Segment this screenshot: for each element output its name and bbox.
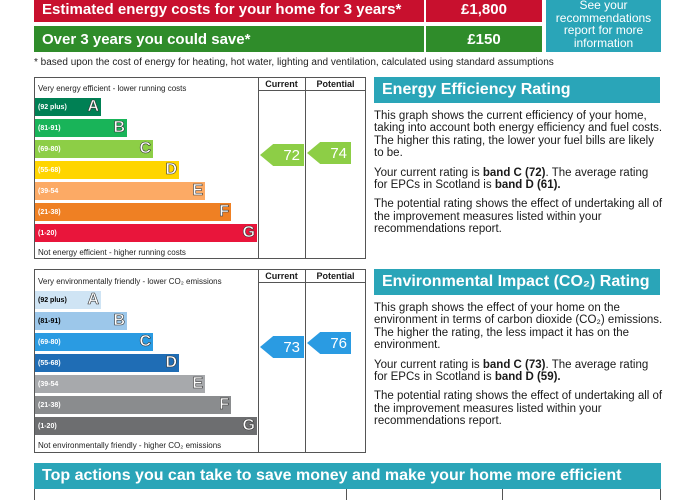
energy-band-f: (21-38) F	[35, 203, 231, 221]
energy-panel-paragraph: This graph shows the current efficiency …	[374, 110, 663, 160]
energy-panel-body: This graph shows the current efficiency …	[374, 110, 664, 236]
energy-band-e: (39-54 E	[35, 182, 205, 200]
cost-footnote: * based upon the cost of energy for heat…	[34, 57, 554, 68]
info-line: information	[573, 35, 634, 50]
env-panel-paragraph: Your current rating is band C (73). The …	[374, 358, 649, 384]
env-panel-title: Environmental Impact (CO₂) Rating	[374, 269, 660, 295]
band-letter: D	[165, 161, 177, 179]
estimated-costs-label: Estimated energy costs for your home for…	[34, 0, 424, 22]
band-letter: F	[219, 396, 229, 414]
band-letter: A	[87, 291, 99, 309]
band-range: (39-54	[38, 187, 59, 195]
env-current-rating-arrow: 73	[260, 336, 304, 358]
band-letter: B	[113, 119, 125, 137]
energy-panel-paragraph: The potential rating shows the effect of…	[374, 198, 663, 236]
band-letter: G	[242, 417, 255, 435]
band-range: (21-38)	[38, 208, 61, 216]
band-range: (1-20)	[38, 229, 57, 237]
energy-top-caption: Very energy efficient - lower running co…	[38, 84, 187, 93]
band-letter: E	[192, 375, 203, 393]
energy-panel-title: Energy Efficiency Rating	[374, 77, 660, 103]
band-letter: E	[192, 182, 203, 200]
band-range: (92 plus)	[38, 296, 67, 304]
info-line: report for more	[563, 23, 644, 37]
top-actions-banner: Top actions you can take to save money a…	[34, 463, 661, 489]
info-line: See your	[579, 0, 628, 12]
env-band-f: (21-38) F	[35, 396, 231, 414]
env-panel-paragraph: The potential rating shows the effect of…	[374, 390, 663, 428]
band-letter: D	[165, 354, 177, 372]
energy-band-b: (81-91) B	[35, 119, 127, 137]
info-line: recommendations	[555, 10, 652, 25]
energy-potential-header: Potential	[316, 79, 355, 89]
energy-current-header: Current	[265, 79, 298, 89]
recommendations-info-box[interactable]: See your recommendations report for more…	[546, 0, 661, 52]
band-letter: C	[139, 333, 151, 351]
energy-band-c: (69-80) C	[35, 140, 153, 158]
divider	[258, 90, 366, 91]
env-band-b: (81-91) B	[35, 312, 127, 330]
band-range: (69-80)	[38, 338, 61, 346]
band-range: (69-80)	[38, 145, 61, 153]
band-range: (92 plus)	[38, 103, 67, 111]
energy-band-a: (92 plus) A	[35, 98, 101, 116]
savings-label: Over 3 years you could save*	[34, 26, 424, 52]
energy-bottom-caption: Not energy efficient - higher running co…	[38, 248, 186, 257]
energy-potential-rating-arrow: 74	[307, 142, 351, 164]
env-potential-header: Potential	[316, 271, 355, 281]
energy-current-rating-arrow: 72	[260, 144, 304, 166]
divider	[258, 77, 259, 259]
env-panel-paragraph: This graph shows the effect of your home…	[374, 302, 663, 352]
env-top-caption: Very environmentally friendly - lower CO…	[38, 277, 222, 286]
band-range: (39-54	[38, 380, 59, 388]
actions-table-top	[34, 489, 661, 500]
savings-value: £150	[426, 26, 542, 52]
env-band-d: (55-68) D	[35, 354, 179, 372]
divider	[502, 489, 503, 500]
band-letter: F	[219, 203, 229, 221]
divider	[258, 269, 259, 453]
env-band-a: (92 plus) A	[35, 291, 101, 309]
divider	[305, 269, 306, 453]
env-band-e: (39-54 E	[35, 375, 205, 393]
energy-band-d: (55-68) D	[35, 161, 179, 179]
env-bottom-caption: Not environmentally friendly - higher CO…	[38, 441, 222, 450]
estimated-costs-value: £1,800	[426, 0, 542, 22]
band-letter: C	[139, 140, 151, 158]
env-chart-frame	[34, 269, 366, 453]
band-letter: B	[113, 312, 125, 330]
energy-band-g: (1-20) G	[35, 224, 257, 242]
env-band-g: (1-20) G	[35, 417, 257, 435]
energy-chart-frame	[34, 77, 366, 259]
divider	[305, 77, 306, 259]
divider	[258, 282, 366, 283]
env-band-c: (69-80) C	[35, 333, 153, 351]
band-range: (81-91)	[38, 317, 61, 325]
band-range: (21-38)	[38, 401, 61, 409]
band-letter: G	[242, 224, 255, 242]
band-range: (1-20)	[38, 422, 57, 430]
env-current-header: Current	[265, 271, 298, 281]
band-range: (55-68)	[38, 166, 61, 174]
band-range: (81-91)	[38, 124, 61, 132]
env-panel-body: This graph shows the effect of your home…	[374, 302, 664, 428]
energy-panel-paragraph: Your current rating is band C (72). The …	[374, 166, 649, 192]
env-potential-rating-arrow: 76	[307, 332, 351, 354]
divider	[346, 489, 347, 500]
band-range: (55-68)	[38, 359, 61, 367]
band-letter: A	[87, 98, 99, 116]
